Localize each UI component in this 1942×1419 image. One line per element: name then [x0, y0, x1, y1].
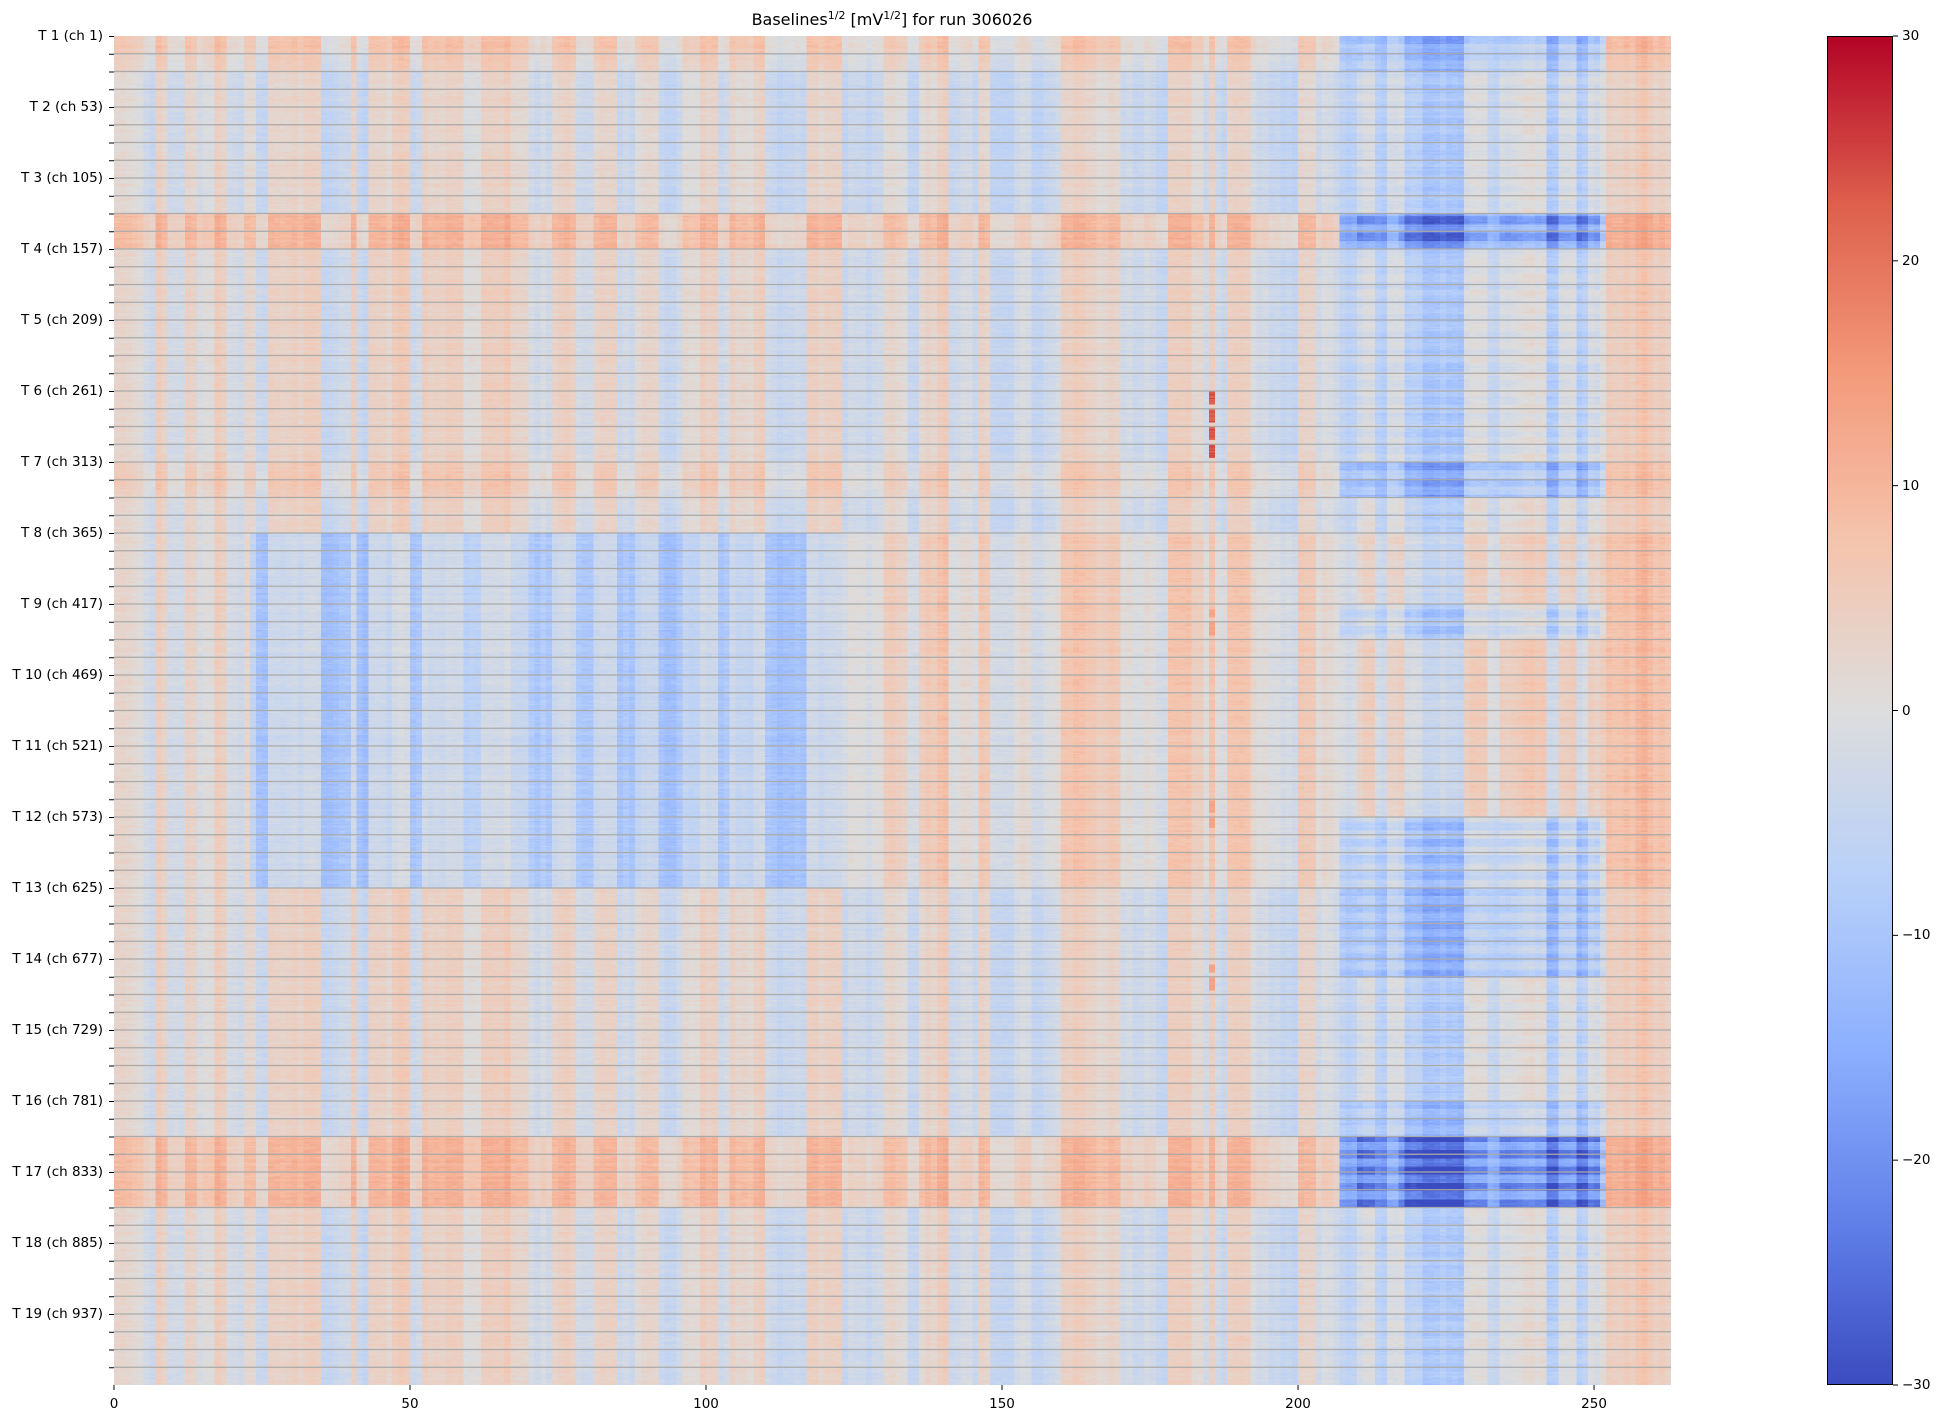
y-tick-label: T 19 (ch 937) — [12, 1306, 103, 1322]
colorbar-tick-label: −20 — [1902, 1152, 1931, 1169]
y-tick-label: T 7 (ch 313) — [21, 454, 103, 470]
y-tick-label: T 15 (ch 729) — [12, 1022, 103, 1038]
y-tick-label: T 8 (ch 365) — [21, 525, 103, 541]
colorbar-tick-label: −30 — [1902, 1377, 1931, 1393]
colorbar-tick-label: 30 — [1902, 28, 1920, 44]
title-text: Baselines — [751, 10, 828, 29]
y-tick-label: T 4 (ch 157) — [21, 241, 103, 257]
x-tick-label: 150 — [989, 1396, 1015, 1412]
y-tick-label: T 9 (ch 417) — [21, 596, 103, 612]
y-tick-label: T 1 (ch 1) — [38, 28, 103, 44]
y-tick-label: T 3 (ch 105) — [21, 170, 103, 186]
x-tick-label: 200 — [1285, 1396, 1311, 1412]
heatmap-plot-area — [114, 36, 1671, 1385]
title-text: ] for run 306026 — [901, 10, 1033, 29]
y-tick-label: T 13 (ch 625) — [12, 880, 103, 896]
y-tick-label: T 5 (ch 209) — [21, 312, 103, 328]
x-tick-label: 0 — [109, 1396, 119, 1412]
title-superscript: 1/2 — [883, 9, 901, 22]
x-tick-label: 100 — [693, 1396, 719, 1412]
title-superscript: 1/2 — [827, 9, 846, 22]
chart-title: Baselines1/2 [mV1/2] for run 306026 — [0, 10, 1784, 29]
y-tick-label: T 12 (ch 573) — [12, 809, 103, 825]
y-tick-label: T 10 (ch 469) — [12, 667, 103, 683]
y-tick-label: T 6 (ch 261) — [21, 383, 103, 399]
channel-gridlines — [114, 53, 1671, 1368]
y-tick-label: T 2 (ch 53) — [29, 99, 103, 115]
y-tick-label: T 17 (ch 833) — [12, 1164, 103, 1180]
colorbar — [1827, 36, 1893, 1385]
colorbar-tick-label: −10 — [1902, 927, 1931, 944]
x-tick-label: 50 — [401, 1396, 419, 1412]
y-tick-label: T 16 (ch 781) — [12, 1093, 103, 1109]
colorbar-tick-label: 0 — [1902, 702, 1911, 719]
x-tick-label: 250 — [1581, 1396, 1607, 1412]
title-text: [mV — [845, 10, 884, 29]
colorbar-tick-label: 10 — [1902, 477, 1920, 494]
y-tick-label: T 14 (ch 677) — [12, 951, 103, 967]
y-tick-label: T 18 (ch 885) — [12, 1235, 103, 1251]
y-tick-label: T 11 (ch 521) — [12, 738, 103, 754]
colorbar-tick-label: 20 — [1902, 252, 1920, 269]
